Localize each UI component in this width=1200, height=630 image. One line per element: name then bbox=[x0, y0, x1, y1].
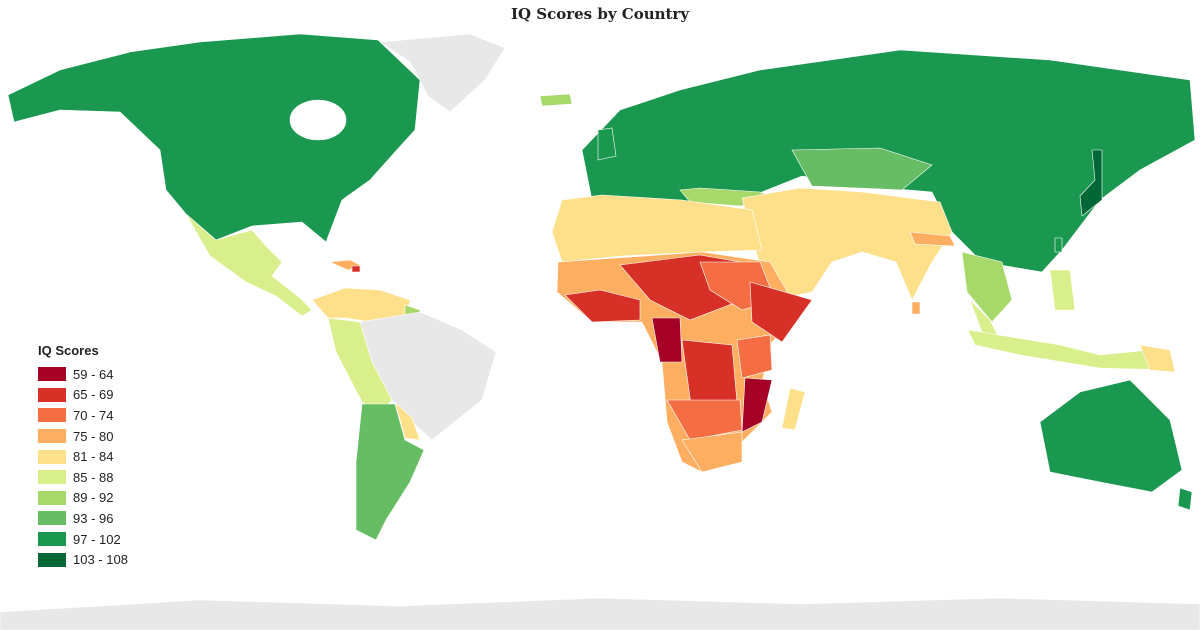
region-australia bbox=[1039, 379, 1183, 493]
region-ethiopia-somalia bbox=[749, 281, 813, 343]
legend-label: 59 - 64 bbox=[73, 366, 114, 382]
region-new-zealand bbox=[1177, 487, 1193, 511]
legend-swatch bbox=[38, 490, 66, 505]
legend-item: 97 - 102 bbox=[38, 529, 128, 550]
legend-item: 89 - 92 bbox=[38, 488, 128, 509]
region-north-africa bbox=[551, 194, 763, 263]
legend-label: 93 - 96 bbox=[73, 510, 114, 526]
region-paraguay-uruguay bbox=[394, 401, 421, 441]
region-philippines bbox=[1049, 269, 1076, 311]
region-indonesia bbox=[967, 329, 1171, 371]
region-north-america bbox=[7, 33, 421, 243]
hudson-bay bbox=[289, 99, 347, 141]
legend-title: IQ Scores bbox=[38, 343, 99, 358]
legend-swatch bbox=[38, 532, 66, 547]
legend-label: 75 - 80 bbox=[73, 428, 114, 444]
legend-label: 65 - 69 bbox=[73, 387, 114, 403]
region-india-nepal bbox=[909, 231, 956, 247]
legend-label: 89 - 92 bbox=[73, 490, 114, 506]
legend-item: 103 - 108 bbox=[38, 549, 128, 570]
region-se-asia bbox=[961, 251, 1013, 323]
legend-swatch bbox=[38, 387, 66, 402]
legend-item: 59 - 64 bbox=[38, 364, 128, 385]
region-west-africa-coast bbox=[564, 289, 641, 323]
region-gabon-congo bbox=[651, 317, 683, 363]
region-east-africa bbox=[736, 334, 773, 379]
legend-swatch bbox=[38, 449, 66, 464]
region-japan bbox=[1079, 149, 1103, 217]
legend-item: 70 - 74 bbox=[38, 405, 128, 426]
legend-swatch bbox=[38, 511, 66, 526]
map-title: IQ Scores by Country bbox=[510, 5, 690, 23]
legend: IQ Scores 59 - 64 65 - 69 70 - 74 75 - 80 81… bbox=[38, 343, 128, 570]
legend-item: 93 - 96 bbox=[38, 508, 128, 529]
region-uk-ireland bbox=[597, 127, 617, 161]
legend-label: 85 - 88 bbox=[73, 469, 114, 485]
region-haiti bbox=[351, 265, 361, 273]
region-argentina-chile bbox=[355, 403, 425, 541]
legend-item: 75 - 80 bbox=[38, 426, 128, 447]
legend-swatch bbox=[38, 429, 66, 444]
legend-label: 70 - 74 bbox=[73, 407, 114, 423]
legend-label: 81 - 84 bbox=[73, 449, 114, 465]
region-antarctica bbox=[0, 597, 1200, 630]
region-taiwan bbox=[1054, 237, 1063, 253]
region-madagascar bbox=[781, 387, 806, 431]
legend-swatch bbox=[38, 408, 66, 423]
legend-item: 65 - 69 bbox=[38, 385, 128, 406]
legend-item: 81 - 84 bbox=[38, 446, 128, 467]
legend-label: 97 - 102 bbox=[73, 531, 121, 547]
region-iceland bbox=[539, 93, 573, 107]
region-sri-lanka bbox=[911, 301, 921, 315]
legend-label: 103 - 108 bbox=[73, 552, 128, 568]
region-kazakhstan bbox=[791, 147, 933, 191]
legend-swatch bbox=[38, 367, 66, 382]
region-greenland bbox=[379, 33, 506, 113]
legend-item: 85 - 88 bbox=[38, 467, 128, 488]
region-mexico-central-america bbox=[185, 213, 313, 317]
region-south-africa bbox=[681, 431, 743, 473]
region-mozambique bbox=[741, 377, 773, 433]
region-papua bbox=[1139, 344, 1176, 373]
legend-swatch bbox=[38, 552, 66, 567]
legend-swatch bbox=[38, 470, 66, 485]
